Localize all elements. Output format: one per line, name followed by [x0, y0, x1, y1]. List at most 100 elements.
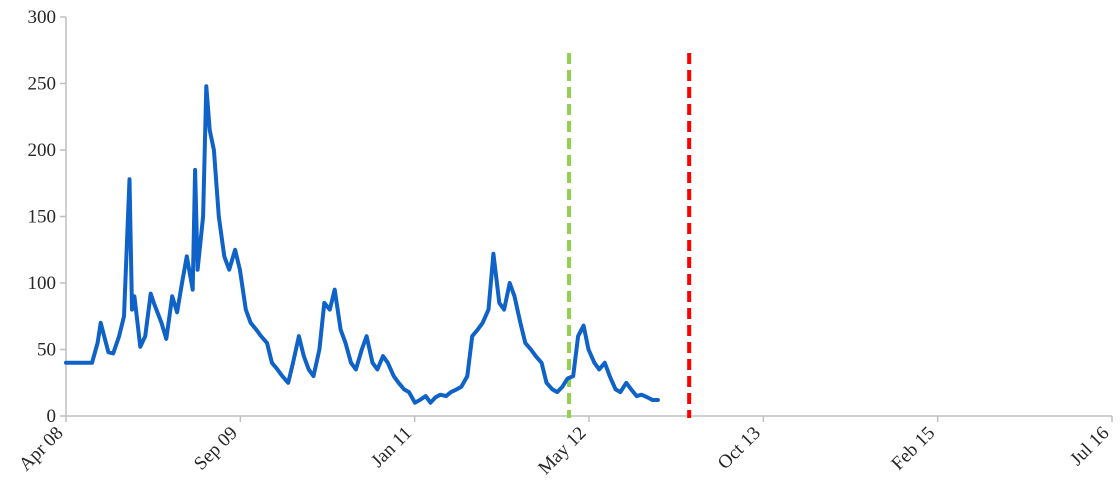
- series-point: [149, 292, 152, 295]
- series-point: [328, 308, 331, 311]
- series-point: [354, 368, 358, 371]
- series-point: [196, 268, 199, 271]
- series-point: [566, 377, 569, 380]
- series-point: [312, 374, 315, 378]
- series-point: [529, 348, 533, 351]
- series-point: [201, 215, 205, 218]
- series-point: [444, 394, 448, 398]
- x-tick-label: Jul 16: [1066, 423, 1113, 470]
- series-point: [545, 381, 548, 384]
- series-point: [603, 361, 606, 364]
- series-point: [165, 337, 168, 341]
- series-point: [466, 374, 469, 378]
- series-point: [193, 168, 197, 172]
- y-tick-label: 200: [28, 140, 57, 161]
- series-point: [128, 178, 131, 181]
- series-point: [191, 288, 194, 291]
- series-point: [386, 361, 389, 364]
- series-point: [360, 348, 363, 351]
- series-point: [228, 268, 231, 271]
- series-point: [418, 398, 421, 402]
- series-point: [476, 328, 479, 331]
- series-point: [551, 388, 554, 391]
- series-point: [487, 308, 490, 311]
- series-point: [318, 348, 321, 351]
- series-point: [640, 393, 643, 396]
- series-point: [508, 281, 511, 285]
- series-point: [424, 394, 427, 398]
- series-point: [205, 85, 208, 88]
- series-point: [99, 321, 102, 325]
- series-point: [112, 352, 115, 355]
- series-point: [492, 252, 495, 255]
- series-point: [365, 335, 368, 338]
- series-point: [276, 368, 279, 371]
- series-point: [598, 368, 601, 371]
- x-tick-label: Oct 13: [714, 423, 765, 474]
- series-point: [619, 390, 622, 394]
- series-point: [323, 301, 326, 305]
- series-point: [144, 335, 147, 338]
- series-point: [429, 401, 432, 404]
- series-point: [133, 295, 136, 298]
- series-point: [513, 295, 516, 298]
- y-tick-label: 0: [47, 406, 57, 427]
- series-point: [349, 361, 353, 364]
- series-point: [307, 368, 310, 371]
- series-point: [449, 390, 453, 394]
- y-tick-label: 250: [28, 74, 57, 95]
- series-point: [160, 321, 163, 325]
- series-point: [152, 301, 155, 305]
- series-point: [413, 401, 417, 404]
- series-point: [434, 396, 437, 399]
- y-tick-label: 50: [37, 340, 56, 361]
- series-point: [614, 388, 617, 391]
- series-point: [540, 361, 543, 364]
- series-point: [259, 335, 263, 338]
- series-point: [460, 385, 463, 388]
- series-point: [572, 374, 575, 378]
- series-point: [344, 341, 347, 345]
- series-point: [238, 268, 242, 271]
- x-tick-label: Jan 11: [367, 423, 416, 472]
- series-point: [107, 351, 110, 354]
- series-point: [524, 341, 527, 345]
- y-tick-label: 100: [28, 273, 57, 294]
- x-tick-label: Sep 09: [190, 423, 242, 475]
- series-point: [139, 345, 142, 348]
- series-point: [130, 308, 134, 311]
- series-point: [333, 288, 336, 291]
- series-point: [233, 248, 237, 251]
- series-point: [582, 324, 585, 327]
- x-tick-label: Apr 08: [15, 423, 68, 476]
- series-point: [502, 308, 506, 311]
- series-point: [534, 354, 537, 358]
- series-point: [481, 321, 484, 325]
- series-point: [625, 381, 628, 384]
- series-point: [185, 255, 188, 258]
- series-point: [608, 374, 611, 378]
- series-point: [223, 255, 226, 258]
- series-point: [244, 308, 247, 311]
- series-point: [630, 388, 633, 391]
- series-point: [635, 394, 638, 398]
- series-point: [287, 381, 290, 384]
- series-point: [64, 361, 68, 364]
- series-point: [96, 341, 99, 345]
- series-point: [171, 295, 174, 298]
- series-point: [297, 335, 301, 338]
- series-point: [212, 148, 216, 152]
- series-point: [291, 361, 295, 364]
- series-point: [656, 398, 660, 402]
- series-point: [122, 315, 126, 318]
- series-point: [651, 398, 654, 402]
- series-point: [402, 388, 406, 391]
- series-point: [302, 354, 305, 358]
- series-point: [587, 348, 590, 351]
- series-point: [265, 341, 269, 345]
- series-point: [646, 396, 649, 399]
- series-point: [439, 393, 442, 396]
- series-point: [117, 335, 121, 338]
- series-point: [208, 128, 211, 132]
